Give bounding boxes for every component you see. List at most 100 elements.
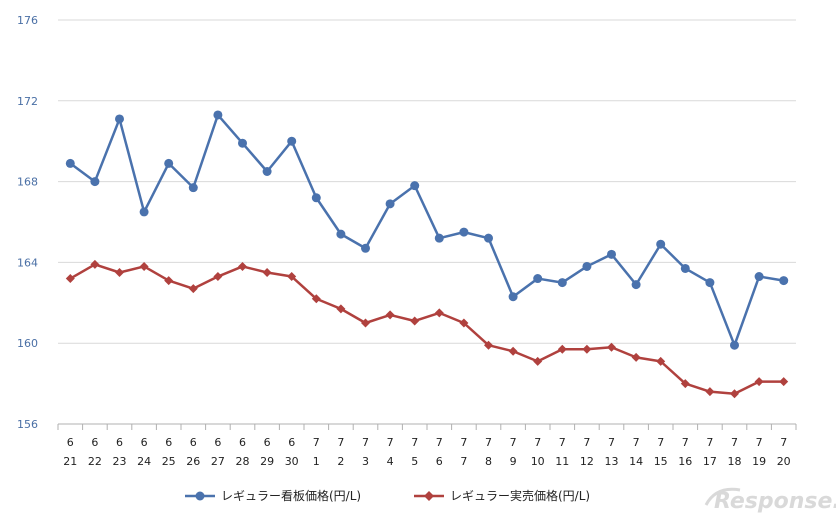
data-point-signboard (434, 233, 444, 243)
data-point-signboard (410, 181, 420, 191)
data-point-signboard (213, 110, 223, 120)
data-point-actual (385, 310, 395, 320)
x-tick-day: 30 (285, 455, 299, 468)
data-point-signboard (557, 278, 567, 288)
x-tick-month: 7 (362, 436, 369, 449)
data-point-signboard (533, 274, 543, 284)
data-point-signboard (287, 136, 297, 146)
x-tick-day: 11 (555, 455, 569, 468)
watermark-text: Response. (714, 489, 836, 514)
x-tick-day: 5 (411, 455, 418, 468)
legend-item-actual: レギュラー実売価格(円/L) (414, 488, 590, 503)
data-point-actual (705, 387, 715, 397)
x-tick-day: 9 (510, 455, 517, 468)
x-tick-day: 7 (460, 455, 467, 468)
data-point-actual (582, 344, 592, 354)
x-tick-day: 27 (211, 455, 225, 468)
data-point-signboard (705, 278, 715, 288)
x-tick-day: 26 (186, 455, 200, 468)
x-tick-month: 7 (534, 436, 541, 449)
x-tick-month: 7 (780, 436, 787, 449)
x-axis: 6216226236246256266276286296307172737475… (57, 423, 797, 468)
data-point-actual (164, 276, 174, 286)
x-tick-month: 6 (67, 436, 74, 449)
legend-marker-signboard (195, 491, 205, 501)
data-point-actual (730, 389, 739, 399)
y-axis-ticks: 156 160 164 168 172 176 (17, 14, 38, 431)
data-point-signboard (607, 249, 616, 259)
data-point-actual (434, 308, 444, 318)
data-point-actual (459, 318, 469, 328)
x-tick-month: 7 (731, 436, 738, 449)
data-point-signboard (459, 227, 469, 237)
data-point-signboard (139, 207, 149, 217)
y-tick-label: 176 (17, 14, 38, 27)
x-tick-day: 25 (162, 455, 176, 468)
x-tick-month: 6 (91, 436, 98, 449)
y-tick-label: 168 (17, 176, 38, 189)
x-tick-month: 7 (411, 436, 418, 449)
x-tick-month: 7 (313, 436, 320, 449)
y-tick-label: 164 (17, 256, 38, 269)
x-tick-month: 7 (559, 436, 566, 449)
x-tick-month: 6 (214, 436, 221, 449)
data-point-actual (361, 318, 370, 328)
data-point-signboard (508, 292, 518, 302)
x-tick-day: 1 (313, 455, 320, 468)
data-point-actual (484, 340, 493, 350)
data-point-actual (779, 377, 789, 387)
x-tick-month: 7 (682, 436, 689, 449)
data-point-signboard (754, 272, 764, 282)
x-tick-month: 7 (756, 436, 763, 449)
x-tick-month: 7 (337, 436, 344, 449)
x-tick-day: 13 (605, 455, 619, 468)
data-point-signboard (385, 199, 395, 209)
watermark-logo: Response. (704, 487, 836, 514)
x-tick-day: 20 (777, 455, 791, 468)
legend: レギュラー看板価格(円/L) レギュラー実売価格(円/L) (185, 488, 590, 503)
data-point-actual (188, 284, 198, 294)
x-tick-month: 7 (657, 436, 664, 449)
x-tick-day: 8 (485, 455, 492, 468)
data-point-actual (607, 342, 616, 352)
data-point-signboard (115, 114, 124, 124)
x-tick-month: 7 (387, 436, 394, 449)
x-tick-day: 22 (88, 455, 102, 468)
data-point-actual (656, 356, 666, 366)
x-tick-month: 6 (141, 436, 148, 449)
x-tick-day: 23 (113, 455, 127, 468)
data-point-actual (631, 352, 641, 362)
data-point-signboard (582, 261, 592, 271)
x-tick-day: 21 (63, 455, 77, 468)
data-point-actual (557, 344, 567, 354)
data-point-actual (311, 294, 321, 304)
x-tick-day: 17 (703, 455, 717, 468)
x-tick-month: 7 (436, 436, 443, 449)
data-point-actual (410, 316, 420, 326)
data-point-signboard (730, 340, 739, 350)
y-tick-label: 160 (17, 337, 38, 350)
data-point-actual (754, 377, 764, 387)
x-tick-month: 7 (633, 436, 640, 449)
data-point-actual (533, 356, 543, 366)
data-point-signboard (262, 167, 272, 176)
series-line-1 (69, 263, 784, 395)
x-tick-day: 4 (387, 455, 394, 468)
x-tick-month: 7 (510, 436, 517, 449)
series-group (65, 110, 789, 399)
data-point-actual (65, 274, 75, 284)
x-tick-day: 3 (362, 455, 369, 468)
legend-label-actual: レギュラー実売価格(円/L) (450, 488, 590, 503)
x-tick-day: 24 (137, 455, 151, 468)
data-point-signboard (484, 233, 493, 243)
x-tick-month: 6 (165, 436, 172, 449)
data-point-actual (238, 261, 247, 271)
legend-label-signboard: レギュラー看板価格(円/L) (221, 488, 361, 503)
data-point-signboard (65, 158, 75, 168)
x-tick-day: 10 (531, 455, 545, 468)
x-tick-day: 28 (236, 455, 250, 468)
data-point-actual (139, 261, 149, 271)
data-point-signboard (631, 280, 641, 290)
data-point-signboard (90, 177, 100, 187)
